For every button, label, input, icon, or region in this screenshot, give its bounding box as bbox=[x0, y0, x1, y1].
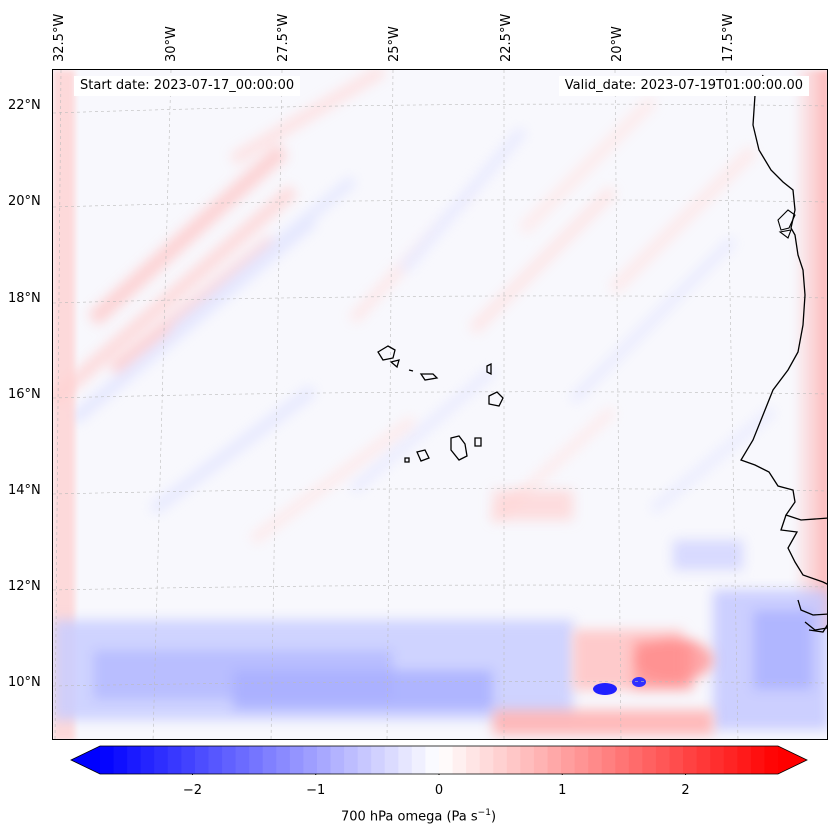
colorbar-segment bbox=[289, 746, 304, 774]
latitude-label: 20°N bbox=[8, 194, 41, 209]
africa-coastline bbox=[740, 74, 827, 633]
gridlines bbox=[53, 70, 827, 739]
colorbar-segment bbox=[655, 746, 671, 774]
left-edge-band bbox=[53, 70, 75, 739]
latitude-label: 16°N bbox=[8, 387, 41, 402]
longitude-label: 20°W bbox=[610, 26, 625, 62]
longitude-label: 27.5°W bbox=[276, 13, 291, 62]
colorbar-segment bbox=[628, 746, 643, 774]
colorbar-title-text: 700 hPa omega (Pa s bbox=[340, 809, 478, 825]
map-panel bbox=[52, 69, 828, 740]
colorbar-segment bbox=[235, 746, 250, 774]
colorbar-segment bbox=[615, 746, 630, 774]
longitude-label: 30°W bbox=[164, 26, 179, 62]
cape-verde-islands bbox=[377, 345, 504, 463]
colorbar-segment bbox=[194, 746, 210, 774]
colorbar-segment bbox=[127, 746, 142, 774]
colorbar-segment bbox=[425, 746, 440, 774]
colorbar-tick-label: −2 bbox=[182, 783, 203, 798]
colorbar-segment bbox=[696, 746, 711, 774]
colorbar-segment bbox=[316, 746, 332, 774]
colorbar-segment bbox=[303, 746, 318, 774]
colorbar-segment bbox=[520, 746, 535, 774]
latitude-label: 10°N bbox=[8, 675, 41, 690]
colorbar-segment bbox=[466, 746, 481, 774]
colorbar-segment bbox=[439, 746, 454, 774]
colorbar-segment bbox=[737, 746, 752, 774]
colorbar-segment bbox=[710, 746, 725, 774]
latitude-label: 12°N bbox=[8, 579, 41, 594]
colorbar-segment bbox=[764, 746, 779, 774]
latitude-label: 18°N bbox=[8, 291, 41, 306]
colorbar-segment bbox=[398, 746, 413, 774]
colorbar-tick-label: 1 bbox=[558, 783, 567, 798]
longitude-label: 17.5°W bbox=[721, 13, 736, 62]
strong-ascent-spot-1 bbox=[593, 683, 617, 695]
colorbar-segment bbox=[384, 746, 399, 774]
colorbar-segment bbox=[750, 746, 766, 774]
colorbar-title: 700 hPa omega (Pa s−1) bbox=[0, 808, 837, 824]
colorbar-tick-label: 2 bbox=[681, 783, 690, 798]
latitude-label: 22°N bbox=[8, 98, 41, 113]
colorbar-segment bbox=[452, 746, 467, 774]
longitude-label: 32.5°W bbox=[52, 13, 67, 62]
colorbar bbox=[70, 745, 808, 775]
colorbar-segment bbox=[723, 746, 738, 774]
colorbar-segment bbox=[276, 746, 291, 774]
colorbar-segment bbox=[411, 746, 427, 774]
strong-ascent-spot-2 bbox=[632, 677, 646, 687]
colorbar-segment bbox=[154, 746, 169, 774]
colorbar-segment bbox=[533, 746, 549, 774]
longitude-label: 22.5°W bbox=[499, 13, 514, 62]
omega-field-map bbox=[53, 70, 827, 739]
colorbar-segment bbox=[140, 746, 155, 774]
southern-ascent-band bbox=[53, 540, 827, 730]
colorbar-segment bbox=[479, 746, 494, 774]
longitude-label: 25°W bbox=[387, 26, 402, 62]
colorbar-segment bbox=[561, 746, 576, 774]
colorbar-title-exponent: −1 bbox=[477, 808, 491, 818]
colorbar-segment bbox=[642, 746, 657, 774]
colorbar-segment bbox=[601, 746, 616, 774]
colorbar-extend-min bbox=[71, 746, 100, 774]
colorbar-segment bbox=[113, 746, 128, 774]
colorbar-segment bbox=[249, 746, 264, 774]
coastal-islets bbox=[777, 209, 796, 239]
colorbar-outline bbox=[70, 745, 808, 775]
colorbar-segment bbox=[208, 746, 223, 774]
colorbar-segment bbox=[547, 746, 562, 774]
colorbar-segment bbox=[181, 746, 196, 774]
colorbar-segment bbox=[222, 746, 237, 774]
colorbar-segment bbox=[574, 746, 589, 774]
colorbar-title-close: ) bbox=[490, 809, 497, 825]
valid-date-label: Valid_date: 2023-07-19T01:00:00.00 bbox=[558, 76, 809, 96]
latitude-label: 14°N bbox=[8, 483, 41, 498]
colorbar-segment bbox=[344, 746, 359, 774]
colorbar-segment bbox=[262, 746, 277, 774]
colorbar-tick-label: 0 bbox=[434, 783, 444, 798]
wave-streaks bbox=[53, 70, 777, 544]
colorbar-segment bbox=[669, 746, 684, 774]
colorbar-segment bbox=[167, 746, 182, 774]
colorbar-segment bbox=[330, 746, 345, 774]
colorbar-segment bbox=[493, 746, 508, 774]
colorbar-extend-max bbox=[778, 746, 807, 774]
colorbar-segment bbox=[683, 746, 698, 774]
start-date-label: Start date: 2023-07-17_00:00:00 bbox=[74, 76, 301, 96]
colorbar-segment bbox=[100, 746, 115, 774]
colorbar-tick-label: −1 bbox=[306, 783, 326, 798]
colorbar-segment bbox=[588, 746, 603, 774]
colorbar-segment bbox=[371, 746, 386, 774]
colorbar-segment bbox=[506, 746, 521, 774]
colorbar-segment bbox=[357, 746, 372, 774]
